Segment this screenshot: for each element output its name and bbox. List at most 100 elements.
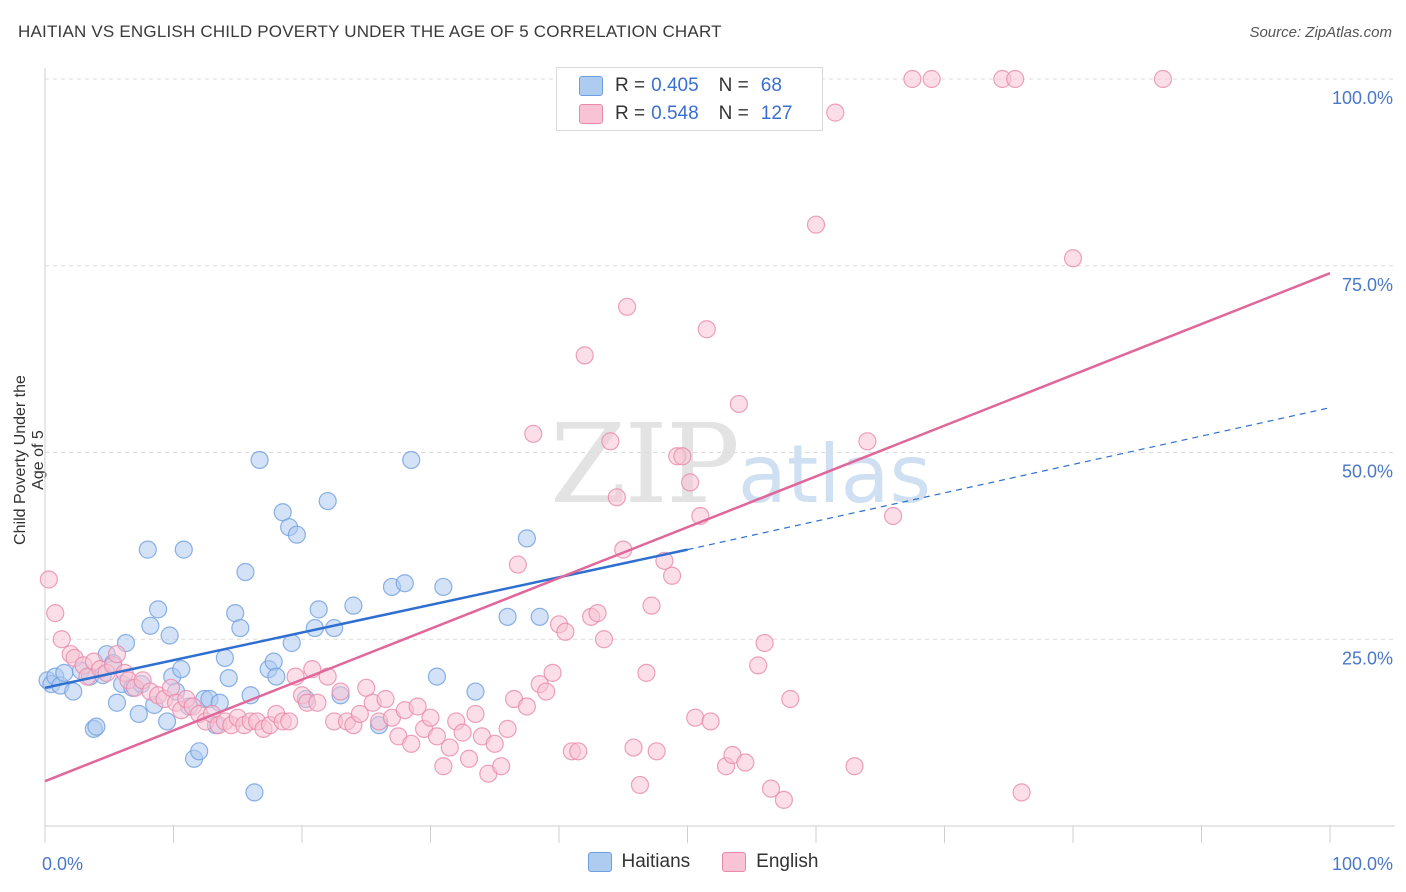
r-value: 0.405 [651,75,699,96]
x-tick-label: 100.0% [1332,854,1393,874]
n-label: N = [718,103,749,124]
haitians-point [138,540,157,559]
english-point [647,742,666,761]
haitians-point [157,712,177,731]
legend-item-haitians[interactable]: Haitians [587,851,690,873]
haitians-point [148,600,168,619]
english-point [402,734,421,753]
haitians-point [64,682,83,701]
english-point [618,297,637,316]
y-tick-label: 100.0% [1332,88,1393,108]
r-label: R = [615,75,646,96]
english-point [858,432,877,451]
english-point [408,697,427,716]
english-point [350,704,369,724]
english-point [588,604,607,623]
stats-legend: R = 0.405 N = 68 R = 0.548 N = 127 [556,67,823,131]
chart-title: HAITIAN VS ENGLISH CHILD POVERTY UNDER T… [18,22,722,41]
english-point [537,682,556,701]
english-point [280,712,299,731]
english-point [1006,69,1025,89]
haitians-point [141,616,160,635]
english-point [630,775,650,795]
legend-item-english[interactable]: English [722,851,818,873]
english-point [556,622,575,641]
x-tick-label: 0.0% [42,854,83,874]
english-point [46,604,65,623]
haitians-point [160,626,179,645]
y-tick-label: 75.0% [1342,275,1393,295]
haitians-point [245,783,264,802]
english-point [781,689,800,709]
english-point [459,749,479,768]
english-point [427,727,447,746]
haitians-point [309,600,328,619]
english-point [466,704,485,724]
watermark-zip: ZIP [550,400,740,528]
english-point [845,757,864,776]
english-point [421,708,440,727]
english-point [922,69,941,89]
english-point [492,757,511,776]
haitians-point [427,667,447,686]
english-trend-line [44,272,1331,783]
haitians-point [517,529,536,548]
r-label: R = [615,103,646,124]
english-point [39,570,58,589]
english-point [524,424,543,443]
english-legend-swatch [722,852,747,872]
haitians-point [287,525,306,544]
haitians-point [55,663,74,682]
haitians-point [231,618,250,638]
haitians-point [215,648,234,668]
english-point [498,719,517,738]
haitians-point [318,491,337,511]
haitians-point [107,693,127,712]
haitians-point [129,704,148,724]
english-point [624,738,643,757]
haitians-point [402,450,421,470]
english-point [569,742,588,761]
haitians-point [250,450,269,470]
english-point [662,566,682,585]
english-point [376,689,395,709]
english-point [52,630,71,649]
english-point [774,790,793,809]
english-point [701,712,720,731]
y-tick-label: 50.0% [1342,462,1393,482]
english-point [434,757,453,776]
english-point [903,69,922,89]
stats-legend-row-english: R = 0.548 N = 127 [557,100,792,128]
english-point [575,346,594,365]
english-point [485,734,504,753]
haitians-point [174,540,193,559]
english-point [517,697,536,716]
english-point [594,630,614,649]
haitians-legend-swatch [587,852,612,872]
n-value: 68 [760,75,782,96]
english-point [761,779,781,798]
english-point [308,693,327,712]
haitians-point [190,742,209,761]
stats-legend-row-haitians: R = 0.405 N = 68 [557,72,782,100]
english-point [806,215,826,234]
english-point [440,738,459,757]
haitians-point [219,668,238,688]
english-point [1063,249,1083,268]
legend-label-english: English [756,851,819,872]
english-point [642,596,661,615]
english-point [729,394,749,414]
haitians-trend-line [44,548,688,690]
haitians-point [466,682,485,701]
chart-source: Source: ZipAtlas.com [1249,24,1392,41]
n-value: 127 [760,103,793,124]
haitians-point [172,660,191,679]
haitians-point [395,574,414,593]
english-point [1012,783,1031,802]
english-swatch [579,104,603,124]
haitians-point [530,607,549,626]
haitians-point [236,562,255,582]
haitians-point [267,667,286,686]
english-point [637,663,656,682]
